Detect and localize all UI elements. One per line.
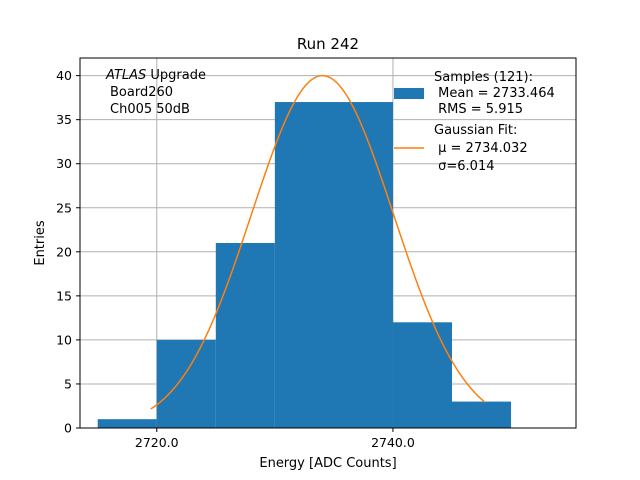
y-axis-ticks: 0 5 10 15 20 25 30 35 40 — [56, 68, 80, 436]
x-axis-label: Energy [ADC Counts] — [259, 456, 396, 471]
legend-fit-title: Gaussian Fit: — [434, 123, 517, 138]
legend-samples-rms: RMS = 5.915 — [434, 102, 523, 117]
y-tick-label-2: 10 — [56, 332, 72, 347]
chart-title: Run 242 — [297, 35, 359, 53]
histogram-bar-5 — [452, 401, 512, 428]
histogram-bar-1 — [156, 339, 216, 428]
y-tick-label-7: 35 — [56, 112, 72, 127]
annotation-line-1: ATLAS Upgrade — [105, 68, 206, 83]
legend: Samples (121): Mean = 2733.464 RMS = 5.9… — [394, 70, 555, 174]
histogram-bar-4 — [392, 322, 452, 428]
y-tick-label-3: 15 — [56, 288, 72, 303]
y-tick-label-8: 40 — [56, 68, 72, 83]
legend-fit-mu: μ = 2734.032 — [434, 141, 528, 156]
legend-samples-title: Samples (121): — [434, 70, 533, 85]
histogram-bar-2 — [215, 243, 275, 428]
x-axis-ticks: 2720.0 2740.0 — [135, 428, 415, 450]
y-tick-label-6: 30 — [56, 156, 72, 171]
y-tick-label-0: 0 — [64, 421, 72, 436]
histogram-bar-0 — [97, 419, 157, 428]
legend-swatch-samples — [394, 88, 424, 99]
experiment-annotation: ATLAS Upgrade Board260 Ch005 50dB — [105, 68, 206, 117]
annotation-line-3: Ch005 50dB — [110, 102, 190, 117]
legend-samples-mean: Mean = 2733.464 — [434, 86, 555, 101]
annotation-upgrade: Upgrade — [146, 68, 206, 83]
plot-frame — [79, 57, 577, 429]
legend-fit-sigma: σ=6.014 — [434, 159, 494, 174]
histogram-bars — [97, 102, 512, 429]
gaussian-fit-curve — [150, 74, 486, 410]
y-tick-label-1: 5 — [64, 376, 72, 391]
gaussian-fit — [150, 74, 486, 410]
histogram-bar-3 — [274, 102, 393, 429]
x-tick-label-0: 2720.0 — [135, 435, 179, 450]
x-tick-label-1: 2740.0 — [371, 435, 415, 450]
annotation-line-2: Board260 — [110, 85, 173, 100]
y-tick-label-5: 25 — [56, 200, 72, 215]
annotation-atlas: ATLAS — [105, 68, 146, 83]
y-axis-label: Entries — [33, 220, 48, 266]
y-tick-label-4: 20 — [56, 244, 72, 259]
